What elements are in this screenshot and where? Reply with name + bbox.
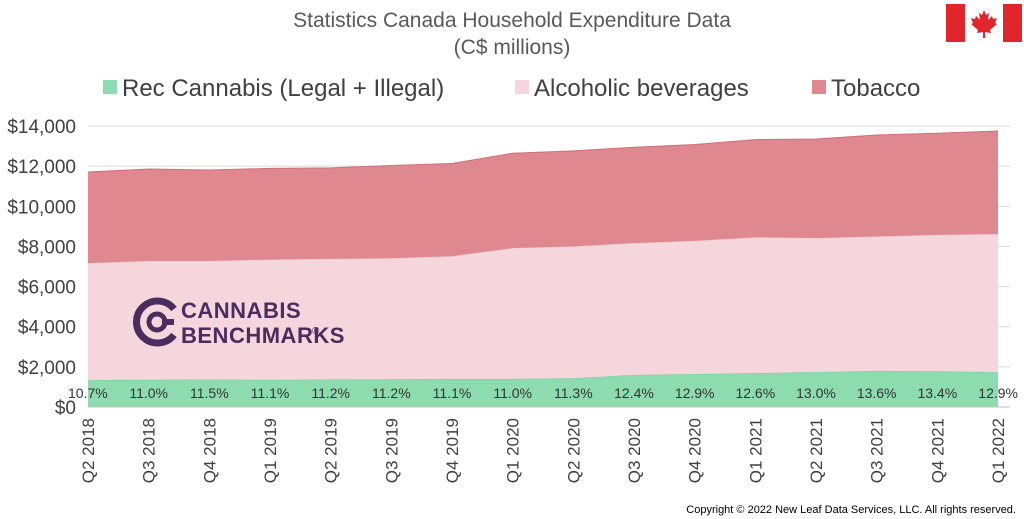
x-tick-label: Q3 2018 [140,418,159,483]
x-tick-label: Q4 2021 [928,418,947,483]
legend-label-alcohol: Alcoholic beverages [534,75,749,102]
x-tick-label: Q3 2019 [382,418,401,483]
legend-label-cannabis: Rec Cannabis (Legal + Illegal) [122,75,444,102]
x-tick-label: Q2 2021 [807,418,826,483]
chart-subtitle: (C$ millions) [454,36,571,59]
legend-swatch-tobacco [812,80,826,94]
cannabis-share-label: 12.9% [978,385,1018,401]
x-axis: Q2 2018 Q3 2018 Q4 2018 Q1 2019 Q2 2019 Q3 20… [79,418,1008,483]
cannabis-share-label: 11.1% [433,385,472,401]
cannabis-share-label: 11.2% [311,385,350,401]
y-tick-label: $12,000 [7,157,76,178]
legend-swatch-alcohol [515,80,529,94]
y-tick-label: $14,000 [7,117,76,138]
legend: Rec Cannabis (Legal + Illegal) Alcoholic… [103,75,920,102]
stacked-areas [87,130,1010,408]
cannabis-share-labels: 10.7% 11.0% 11.5% 11.1% 11.2% 11.2% 11.1% 11.0%… [68,385,1018,401]
x-tick-label: Q1 2020 [504,418,523,483]
cannabis-share-label: 13.4% [917,385,957,401]
x-tick-label: Q4 2018 [200,418,219,483]
logo-registered-mark: ® [312,326,320,337]
area-series-alcohol [88,234,998,381]
x-tick-label: Q2 2020 [564,418,583,483]
y-axis: $0 $2,000 $4,000 $6,000 $8,000 $10,000 $12,000… [7,117,76,419]
cannabis-share-label: 11.5% [190,385,229,401]
x-tick-label: Q1 2022 [989,418,1008,483]
copyright: Copyright © 2022 New Leaf Data Services,… [686,504,1016,516]
cannabis-benchmarks-logo-icon [133,297,177,347]
y-tick-label: $2,000 [18,358,76,379]
y-tick-label: $4,000 [18,318,76,339]
x-tick-label: Q2 2018 [79,418,98,483]
cannabis-share-label: 11.2% [372,385,411,401]
cannabis-share-label: 12.9% [675,385,715,401]
cannabis-share-label: 11.1% [251,385,290,401]
cannabis-share-label: 13.0% [796,385,836,401]
canada-flag-icon [946,4,1022,42]
y-tick-label: $0 [55,398,76,419]
logo-text-line2: BENCHMARKS [181,323,345,348]
legend-swatch-cannabis [103,80,117,94]
x-tick-label: Q1 2019 [261,418,280,483]
y-tick-label: $8,000 [18,237,76,258]
cannabis-share-label: 13.6% [857,385,897,401]
legend-item-tobacco: Tobacco [812,75,920,102]
x-tick-label: Q2 2019 [322,418,341,483]
x-tick-label: Q4 2019 [443,418,462,483]
cannabis-share-label: 12.4% [614,385,654,401]
chart-title: Statistics Canada Household Expenditure … [293,9,731,32]
legend-item-alcohol: Alcoholic beverages [515,75,749,102]
cannabis-share-label: 11.3% [554,385,593,401]
cannabis-benchmarks-logo: CANNABIS BENCHMARKS ® [133,297,345,348]
x-tick-label: Q1 2021 [746,418,765,483]
cannabis-share-label: 11.0% [493,385,532,401]
y-tick-label: $6,000 [18,278,76,299]
area-edge-tobacco [87,130,999,173]
x-tick-label: Q3 2020 [625,418,644,483]
x-tick-label: Q3 2021 [868,418,887,483]
legend-item-cannabis: Rec Cannabis (Legal + Illegal) [103,75,444,102]
y-tick-label: $10,000 [7,197,76,218]
x-tick-label: Q4 2020 [686,418,705,483]
legend-label-tobacco: Tobacco [831,75,920,102]
area-series-tobacco [88,131,998,264]
cannabis-share-label: 12.6% [735,385,775,401]
cannabis-share-label: 10.7% [68,385,108,401]
cannabis-share-label: 11.0% [129,385,168,401]
logo-text-line1: CANNABIS [181,298,301,323]
